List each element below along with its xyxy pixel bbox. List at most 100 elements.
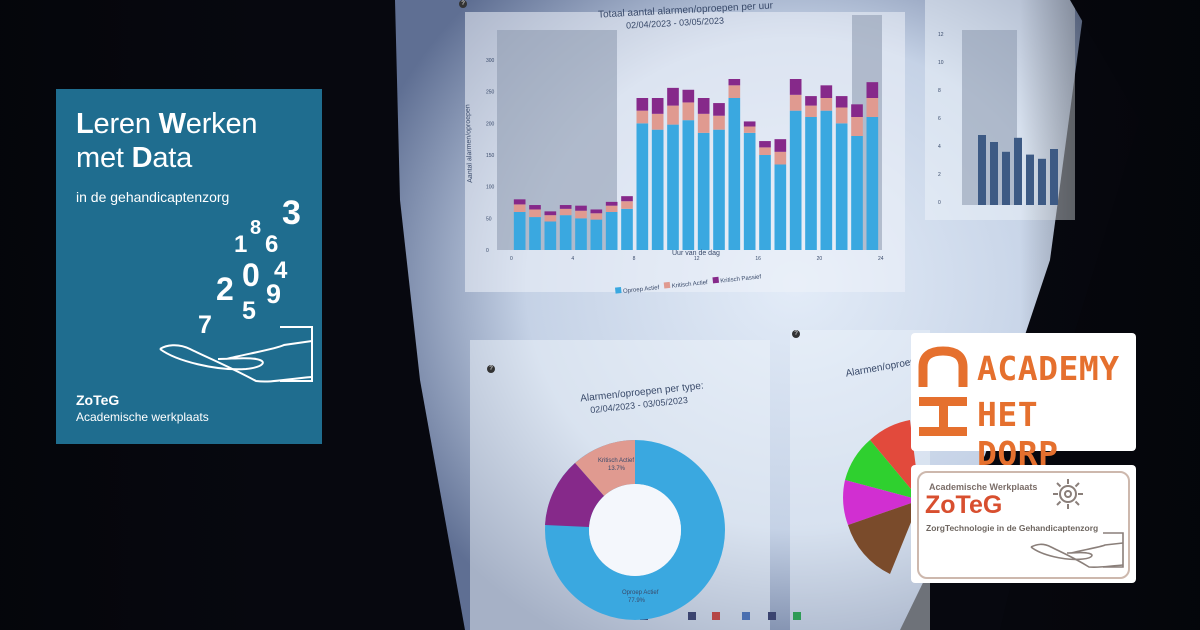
bar-segment xyxy=(513,212,526,250)
bar-segment xyxy=(759,141,771,148)
x-tick-label: 4 xyxy=(571,256,574,262)
bar-segment xyxy=(544,215,557,222)
bar-segment xyxy=(559,205,572,209)
bar-segment xyxy=(636,110,649,124)
help-icon[interactable]: ? xyxy=(487,365,495,373)
bar-segment xyxy=(590,213,603,220)
help-icon[interactable]: ? xyxy=(459,0,467,8)
bar-segment xyxy=(728,85,741,98)
mini-y-tick-label: 10 xyxy=(938,60,944,66)
bar-segment xyxy=(621,201,633,209)
help-icon[interactable]: ? xyxy=(792,330,800,338)
mini-y-tick-label: 8 xyxy=(938,88,941,94)
bar-segment xyxy=(651,98,664,114)
donut-label-kritisch-actief-pct: 13.7% xyxy=(608,466,626,472)
bar-segment xyxy=(513,199,526,205)
y-tick-label: 150 xyxy=(486,153,495,159)
mini-bar xyxy=(978,135,986,205)
digit: 4 xyxy=(274,257,288,284)
zoteg-frame xyxy=(917,471,1130,579)
mini-bar xyxy=(1050,149,1058,205)
bar-segment xyxy=(559,208,572,216)
bar-segment xyxy=(651,113,664,130)
bar-segment xyxy=(713,129,725,250)
title-word-met: met xyxy=(76,142,132,174)
donut-label-kritisch-actief: Kritisch Actief xyxy=(598,458,635,464)
title-initial-d: D xyxy=(131,142,153,174)
digit: 6 xyxy=(265,231,279,258)
hand-icon xyxy=(1030,532,1124,569)
bar-segment xyxy=(590,209,603,214)
y-tick-label: 250 xyxy=(486,90,495,96)
bar-segment xyxy=(820,110,833,251)
bar-segment xyxy=(697,132,710,250)
x-tick-label: 24 xyxy=(878,256,884,262)
bar-segment xyxy=(743,121,756,127)
bar-segment xyxy=(575,210,587,219)
digit: 5 xyxy=(242,297,256,325)
bar-chart-xlabel: Uur van de dag xyxy=(672,250,720,257)
gear-icon xyxy=(1053,479,1083,509)
donut-label-oproep-actief: Oproep Actief xyxy=(622,590,659,596)
bar-segment xyxy=(759,155,771,250)
x-tick-label: 16 xyxy=(755,256,761,262)
bar-segment xyxy=(605,201,618,206)
digit: 9 xyxy=(266,279,282,309)
mini-bar xyxy=(1038,158,1046,205)
y-tick-label: 300 xyxy=(486,58,495,64)
hand-icon xyxy=(159,326,313,383)
y-tick-label: 100 xyxy=(486,185,495,191)
bar-segment xyxy=(835,107,848,124)
bar-segment xyxy=(789,94,802,111)
bar-segment xyxy=(789,110,802,251)
academy-line1: ACADEMY xyxy=(977,349,1120,388)
bar-segment xyxy=(682,102,695,121)
digit: 8 xyxy=(250,217,262,239)
mini-y-tick-label: 12 xyxy=(938,32,944,38)
bar-segment xyxy=(667,124,679,250)
bar-segment xyxy=(529,217,541,250)
y-tick-label: 0 xyxy=(486,248,489,254)
bar-segment xyxy=(636,98,649,111)
bar-segment xyxy=(621,196,633,202)
falling-digits: 3 8 1 6 0 4 2 9 5 7 xyxy=(56,89,322,444)
academy-line2: HET DORP xyxy=(977,395,1059,473)
zoteg-name: ZoTeG xyxy=(925,491,1003,519)
bar-segment xyxy=(544,211,557,216)
bar-segment xyxy=(529,205,541,210)
card-org-subtitle: Academische werkplaats xyxy=(76,410,209,424)
digit: 3 xyxy=(282,194,301,232)
digit: 7 xyxy=(198,311,212,339)
bar-segment xyxy=(866,98,879,117)
bar-segment xyxy=(728,79,741,86)
mini-y-tick-label: 2 xyxy=(938,172,941,178)
bar-segment xyxy=(682,89,695,103)
bar-segment xyxy=(866,82,879,98)
bar-segment xyxy=(866,117,879,250)
bar-segment xyxy=(835,96,848,108)
ch-mark-icon xyxy=(918,346,968,436)
bar-segment xyxy=(621,208,633,250)
digit: 1 xyxy=(234,231,248,258)
bar-segment xyxy=(805,105,817,117)
mini-bar xyxy=(1014,137,1022,205)
bar-segment xyxy=(805,96,817,106)
y-tick-label: 50 xyxy=(486,216,492,222)
bar-segment xyxy=(743,132,756,250)
bar-segment xyxy=(820,85,833,98)
donut-label-oproep-actief-pct: 77.9% xyxy=(628,598,646,604)
bar-segment xyxy=(835,123,848,250)
bar-segment xyxy=(513,204,526,212)
bar-segment xyxy=(851,136,863,250)
bar-segment xyxy=(743,126,756,133)
mini-y-tick-label: 0 xyxy=(938,200,941,206)
bar-segment xyxy=(805,117,817,250)
mini-bar xyxy=(990,142,998,205)
donut-slice-kritisch-actief xyxy=(575,440,635,496)
title-word-leren: eren xyxy=(93,108,159,140)
leren-werken-met-data-card: Leren Werken met Data in de gehandicapte… xyxy=(56,89,322,444)
digit: 2 xyxy=(216,271,234,307)
